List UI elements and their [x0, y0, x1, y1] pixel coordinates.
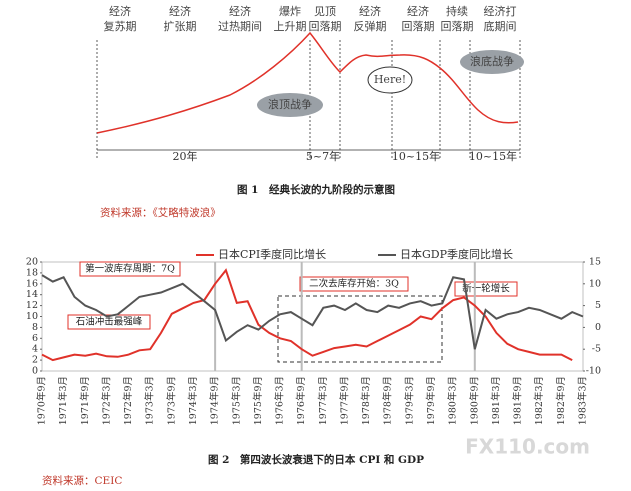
phase-label: 反弹期 — [354, 19, 387, 33]
duration: 10~15年 — [469, 149, 517, 163]
phase-label: 经济 — [359, 4, 381, 18]
phase-label: 持续 — [446, 4, 468, 18]
x-tick-label: 1975年3月 — [230, 376, 242, 425]
bubble-text: Here! — [374, 73, 406, 86]
phase-label: 上升期 — [274, 20, 307, 33]
x-tick-label: 1977年3月 — [317, 376, 329, 425]
bubble-text: 浪顶战争 — [268, 97, 312, 111]
y2-tick-label: 5 — [595, 300, 601, 311]
duration: 10~15年 — [392, 149, 440, 163]
x-tick-label: 1974年9月 — [209, 376, 221, 425]
x-tick-label: 1972年9月 — [122, 376, 134, 425]
y-tick-label: 18 — [26, 267, 38, 278]
y2-tick-label: -5 — [592, 344, 601, 355]
annotation: 第一波库存周期：7Q — [85, 263, 175, 275]
phase-label: 爆炸 — [279, 4, 301, 18]
x-tick-label: 1973年9月 — [165, 376, 177, 425]
y-tick-label: 14 — [26, 289, 38, 300]
x-tick-label: 1981年9月 — [512, 376, 524, 425]
x-tick-label: 1970年9月 — [36, 376, 48, 425]
x-tick-label: 1983年3月 — [577, 376, 589, 425]
phase-label: 见顶 — [314, 5, 336, 18]
x-tick-label: 1976年9月 — [295, 376, 307, 425]
y2-tick-label: 15 — [589, 257, 601, 268]
x-tick-label: 1972年3月 — [100, 376, 112, 425]
y-tick-label: 0 — [32, 366, 38, 377]
annotation-box — [67, 314, 151, 330]
phase-label: 底期间 — [484, 19, 517, 33]
x-tick-label: 1977年9月 — [338, 376, 350, 425]
bubble-text: 浪底战争 — [470, 54, 514, 68]
x-tick-label: 1978年9月 — [382, 376, 394, 425]
phase-label: 经济 — [109, 4, 131, 18]
y-tick-label: 12 — [26, 300, 38, 311]
wave-curve — [96, 31, 519, 134]
annotation-box — [454, 281, 518, 297]
phase-label: 过热期间 — [218, 20, 262, 33]
annotation-box — [79, 261, 181, 277]
y-tick-label: 8 — [32, 322, 38, 333]
y2-tick-label: 0 — [595, 322, 601, 333]
x-tick-label: 1976年3月 — [274, 376, 286, 425]
bubble-shape — [460, 50, 524, 74]
source: 资料来源：CEIC — [42, 474, 122, 487]
x-tick-label: 1973年3月 — [144, 376, 156, 425]
y-tick-label: 2 — [32, 355, 38, 366]
y2-tick-label: 10 — [589, 278, 601, 289]
phase-label: 经济 — [407, 4, 429, 18]
phase-label: 回落期 — [441, 20, 474, 33]
phase-label: 经济打 — [484, 4, 517, 18]
x-tick-label: 1979年9月 — [425, 376, 437, 425]
x-tick-label: 1982年3月 — [533, 376, 545, 425]
x-tick-label: 1971年9月 — [79, 376, 91, 425]
legend-label: 日本GDP季度同比增长 — [400, 247, 513, 261]
x-tick-label: 1974年3月 — [187, 376, 199, 425]
bubble-shape — [367, 66, 413, 94]
annotation-box — [299, 276, 409, 292]
y-tick-label: 10 — [26, 311, 38, 322]
source: 资料来源：《艾略特波浪》 — [100, 206, 221, 219]
x-tick-label: 1975年9月 — [252, 376, 264, 425]
duration: 5~7年 — [306, 149, 340, 163]
phase-label: 回落期 — [402, 20, 435, 33]
series-line — [41, 274, 584, 350]
x-tick-label: 1981年3月 — [490, 376, 502, 425]
phase-label: 经济 — [169, 4, 191, 18]
annotation: 二次去库存开始：3Q — [309, 278, 399, 290]
dashed-box — [277, 295, 443, 363]
watermark: FX110.com — [465, 435, 590, 459]
y2-tick-label: -10 — [586, 366, 601, 377]
x-tick-label: 1979年3月 — [403, 376, 415, 425]
phase-label: 扩张期 — [164, 19, 197, 33]
x-tick-label: 1971年3月 — [57, 376, 69, 425]
bubble-shape — [257, 93, 323, 117]
legend-label: 日本CPI季度同比增长 — [218, 247, 326, 261]
x-tick-label: 1980年9月 — [468, 376, 480, 425]
caption: 图 1 经典长波的九阶段的示意图 — [237, 183, 395, 196]
annotation: 石油冲击最强峰 — [76, 316, 143, 328]
duration: 20年 — [173, 149, 198, 163]
x-tick-label: 1978年3月 — [360, 376, 372, 425]
y-tick-label: 4 — [32, 344, 38, 355]
x-tick-label: 1980年3月 — [447, 376, 459, 425]
phase-label: 复苏期 — [104, 19, 137, 33]
caption: 图 2 第四波长波衰退下的日本 CPI 和 GDP — [208, 453, 424, 466]
y-tick-label: 16 — [26, 278, 38, 289]
y-tick-label: 6 — [32, 333, 38, 344]
phase-label: 经济 — [229, 4, 251, 18]
y-tick-label: 20 — [26, 257, 38, 268]
annotation: 新一轮增长 — [462, 283, 510, 295]
x-tick-label: 1982年9月 — [555, 376, 567, 425]
phase-label: 回落期 — [309, 20, 342, 33]
